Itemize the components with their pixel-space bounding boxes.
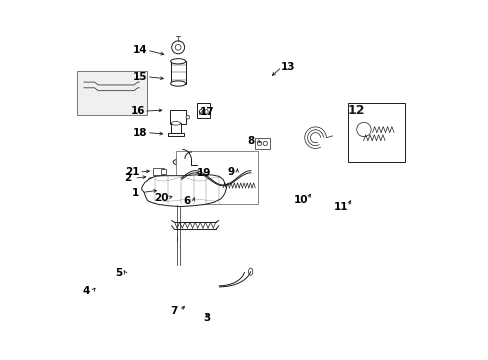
Text: 3: 3 <box>203 313 210 323</box>
Text: 14: 14 <box>133 45 147 55</box>
FancyBboxPatch shape <box>148 178 166 187</box>
Bar <box>152 168 164 175</box>
Bar <box>160 169 165 174</box>
Circle shape <box>263 141 267 145</box>
Circle shape <box>257 141 261 145</box>
Text: 8: 8 <box>247 136 254 145</box>
Ellipse shape <box>170 81 185 86</box>
Text: 2: 2 <box>124 173 131 183</box>
Bar <box>190 156 205 184</box>
Ellipse shape <box>190 154 205 159</box>
Ellipse shape <box>190 181 205 186</box>
Ellipse shape <box>176 161 182 164</box>
Ellipse shape <box>173 159 185 165</box>
Ellipse shape <box>171 122 180 125</box>
Bar <box>176 151 258 204</box>
Bar <box>347 103 405 162</box>
Text: 19: 19 <box>197 168 211 178</box>
Bar <box>169 111 186 124</box>
Circle shape <box>185 116 189 119</box>
Bar <box>197 103 210 118</box>
Text: 5: 5 <box>115 268 122 278</box>
Bar <box>171 123 180 134</box>
Text: 1: 1 <box>131 188 139 198</box>
Ellipse shape <box>170 59 185 64</box>
Text: 4: 4 <box>82 286 89 296</box>
Circle shape <box>356 122 370 137</box>
Ellipse shape <box>199 109 203 114</box>
Text: 18: 18 <box>133 128 147 138</box>
Circle shape <box>348 131 362 144</box>
Text: 7: 7 <box>169 306 177 316</box>
Bar <box>170 61 185 84</box>
Text: 9: 9 <box>227 167 234 177</box>
Bar <box>167 133 184 136</box>
Text: 12: 12 <box>347 104 365 117</box>
Ellipse shape <box>248 268 252 275</box>
Text: 11: 11 <box>333 202 348 212</box>
Bar <box>254 138 270 149</box>
Polygon shape <box>142 175 226 207</box>
Text: 6: 6 <box>183 196 190 206</box>
Text: 17: 17 <box>199 107 214 117</box>
Text: 15: 15 <box>133 72 147 82</box>
Text: 16: 16 <box>130 106 144 116</box>
Text: 20: 20 <box>154 193 168 203</box>
Ellipse shape <box>204 109 208 114</box>
Text: 10: 10 <box>293 195 308 205</box>
Bar <box>77 71 147 116</box>
Text: 21: 21 <box>125 167 140 177</box>
Text: 13: 13 <box>281 62 295 72</box>
